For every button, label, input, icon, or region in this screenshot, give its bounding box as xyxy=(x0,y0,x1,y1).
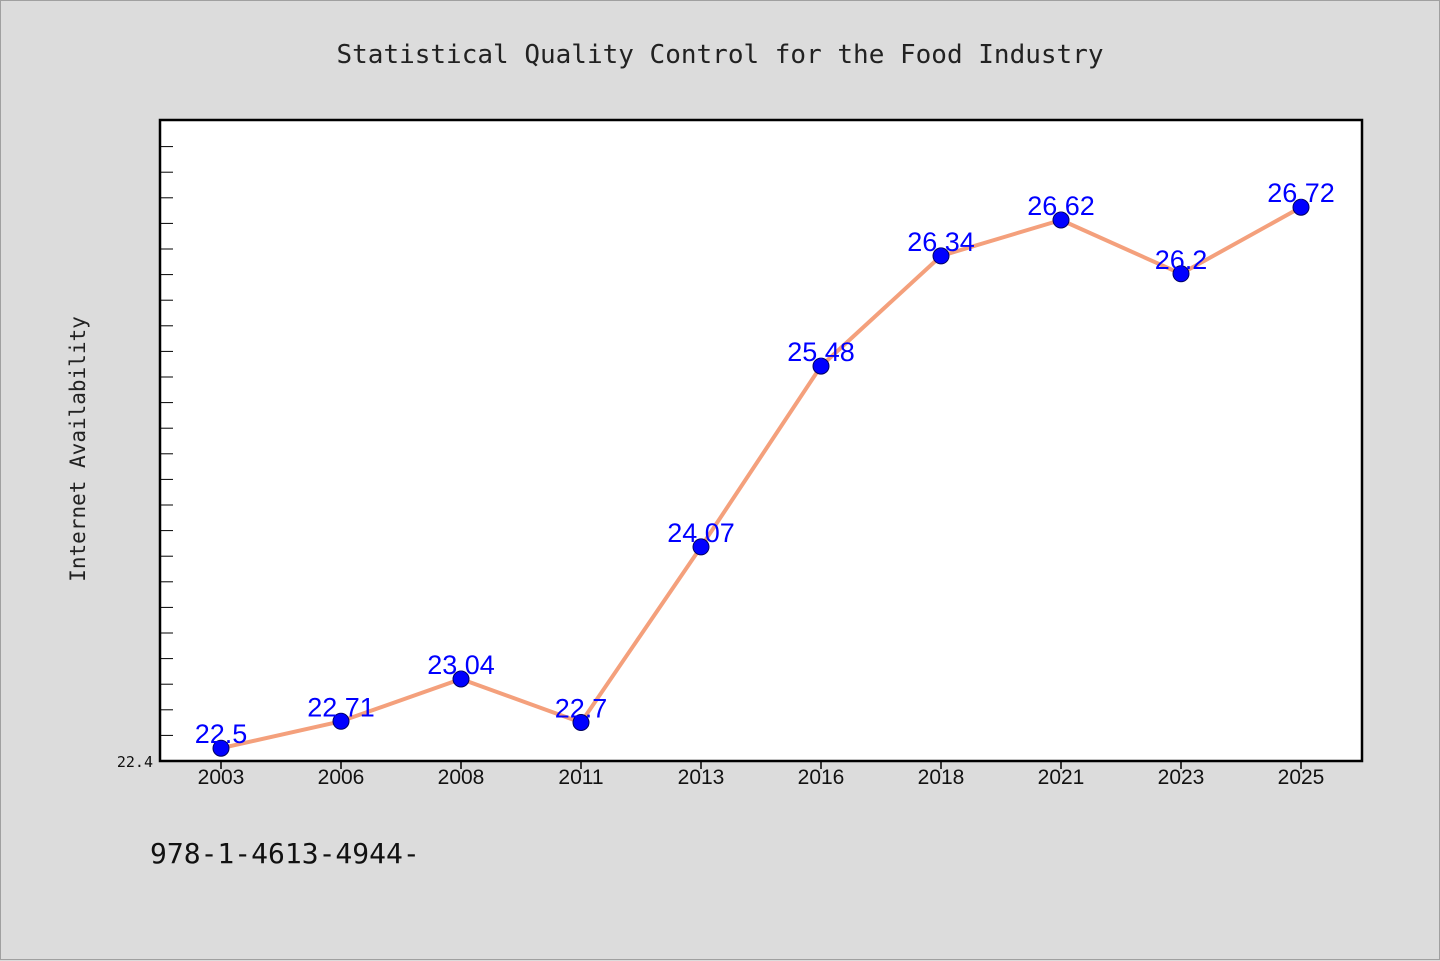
data-markers xyxy=(212,198,1310,757)
data-label: 26.72 xyxy=(1267,178,1335,208)
data-point xyxy=(212,739,230,757)
data-point xyxy=(452,670,470,688)
data-point xyxy=(572,714,590,731)
data-point xyxy=(1292,198,1310,216)
data-labels: 22.5 22.71 23.04 22.7 24.07 25.48 26.34 26.62 26… xyxy=(195,178,1335,749)
plot-area xyxy=(158,118,1364,763)
data-label: 25.48 xyxy=(787,337,855,367)
x-tick-label: 2018 xyxy=(918,766,965,789)
data-point xyxy=(1052,211,1070,229)
data-label: 22.5 xyxy=(195,719,248,749)
y-minor-ticks xyxy=(160,146,173,736)
x-axis-ticks: 2003 2006 2008 2011 2013 2016 2018 2021 2023 2025 xyxy=(198,761,1325,789)
x-tick-label: 2025 xyxy=(1278,766,1325,789)
series-line xyxy=(220,205,1302,751)
y-tick-label: 22.4 xyxy=(117,753,153,771)
data-point xyxy=(1172,265,1190,283)
x-tick-label: 2011 xyxy=(558,766,603,789)
x-tick-label: 2016 xyxy=(798,766,845,789)
isbn-footer: 978-1-4613-4944- xyxy=(150,837,420,870)
data-point xyxy=(692,538,710,556)
data-label: 24.07 xyxy=(667,518,735,548)
x-tick-label: 2013 xyxy=(678,766,725,789)
data-label: 22.7 xyxy=(555,694,608,724)
y-axis-label: Internet Availability xyxy=(66,316,90,582)
data-label: 23.04 xyxy=(427,650,495,680)
data-point xyxy=(812,357,830,375)
data-label: 26.62 xyxy=(1027,191,1095,221)
chart-title: Statistical Quality Control for the Food… xyxy=(336,40,1103,70)
data-label: 22.71 xyxy=(307,692,375,722)
x-tick-label: 2003 xyxy=(198,766,245,789)
data-label: 26.34 xyxy=(907,227,975,257)
x-tick-label: 2006 xyxy=(318,766,365,789)
data-point xyxy=(332,712,350,730)
data-label: 26.2 xyxy=(1155,245,1208,275)
x-tick-label: 2021 xyxy=(1038,766,1085,789)
x-tick-label: 2023 xyxy=(1158,766,1205,789)
data-point xyxy=(932,247,950,265)
x-tick-label: 2008 xyxy=(438,766,485,789)
